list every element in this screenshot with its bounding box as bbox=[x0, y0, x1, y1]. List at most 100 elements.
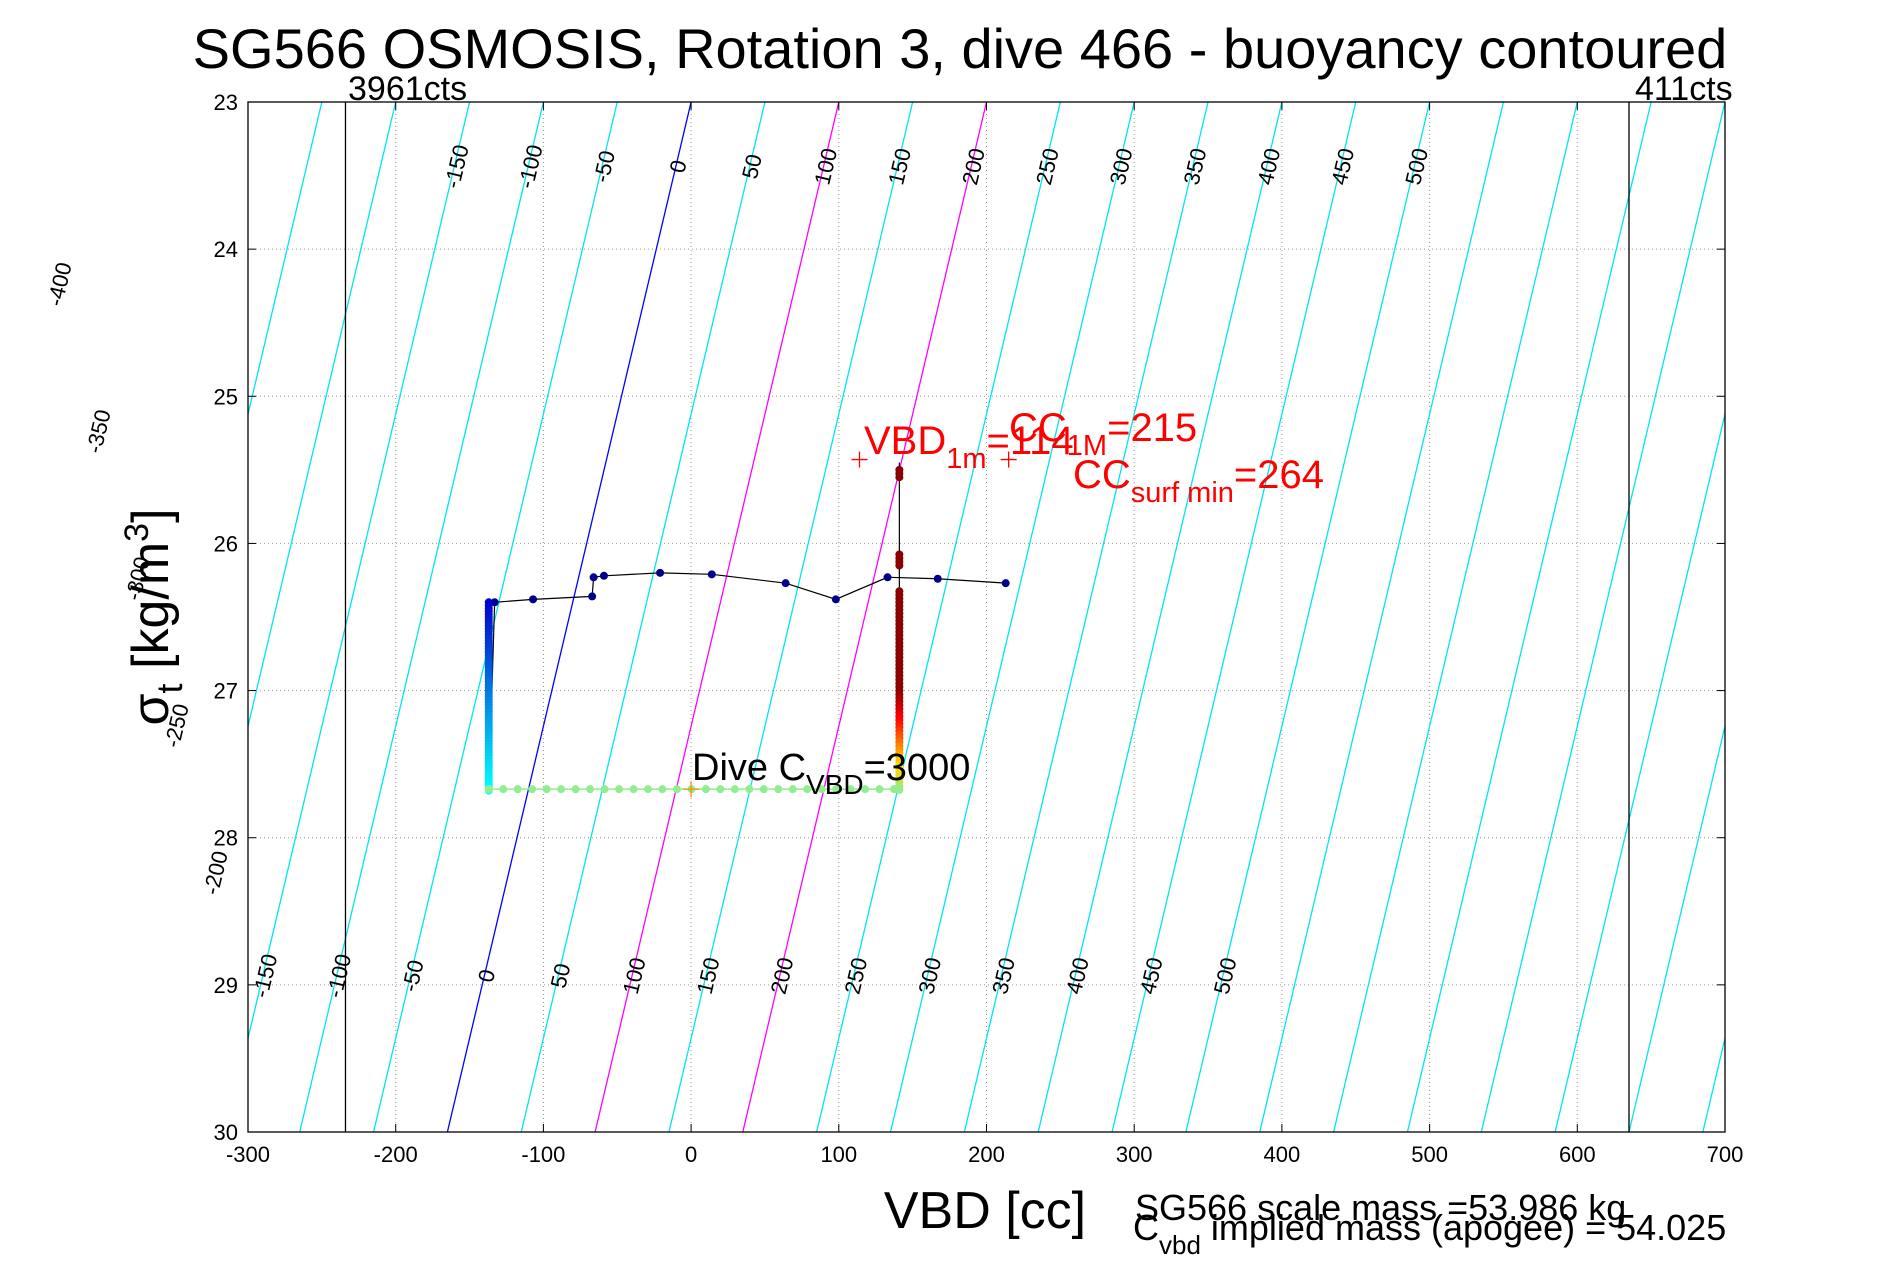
contour-label: 50 bbox=[546, 961, 576, 991]
bottom-point bbox=[629, 785, 638, 794]
contour-label: 250 bbox=[1031, 146, 1064, 187]
x-tick-label: -100 bbox=[521, 1142, 565, 1167]
contour-line bbox=[1185, 102, 1431, 1132]
depth-point bbox=[895, 473, 904, 482]
contour-line bbox=[742, 102, 988, 1132]
x-tick-label: 100 bbox=[820, 1142, 857, 1167]
vbd-max-counts-label: 411cts bbox=[1635, 70, 1733, 108]
contour-line bbox=[0, 102, 100, 1132]
dive-point bbox=[599, 571, 608, 580]
vbd-min-counts-label: 3961cts bbox=[348, 70, 467, 108]
contour-label: -100 bbox=[322, 951, 356, 1000]
buoyancy-contours bbox=[0, 102, 1891, 1132]
dive-point bbox=[529, 595, 538, 604]
contour-line bbox=[1628, 723, 1725, 1132]
bottom-point bbox=[788, 785, 797, 794]
contour-line bbox=[0, 102, 26, 1132]
contour-label: 450 bbox=[1326, 146, 1359, 187]
contour-label: 350 bbox=[987, 955, 1020, 996]
annotation-cc-1m: CC1M=215 bbox=[1009, 406, 1197, 462]
contour-line bbox=[668, 102, 914, 1132]
cc-1m-sub: 1M bbox=[1067, 430, 1107, 462]
scale-mass-text: SG566 scale mass =53.986 kg bbox=[1135, 1187, 1626, 1228]
y-axis-label: σt [kg/m3] bbox=[118, 508, 190, 725]
contour-line bbox=[1851, 102, 1891, 1132]
bottom-point bbox=[542, 785, 551, 794]
contour-line bbox=[372, 102, 618, 1132]
x-tick-label: -200 bbox=[374, 1142, 418, 1167]
dive-c-vbd-sub: VBD bbox=[806, 769, 864, 800]
contour-line bbox=[520, 102, 766, 1132]
y-label-sup: 3 bbox=[118, 523, 156, 542]
x-tick-label: -300 bbox=[226, 1142, 270, 1167]
vbd-limit-lines bbox=[344, 102, 1630, 1132]
y-tick-label: 23 bbox=[214, 90, 238, 115]
vbd-1m-value: =114 bbox=[987, 419, 1074, 463]
y-tick-label: 25 bbox=[214, 384, 238, 409]
bottom-point bbox=[745, 785, 754, 794]
contour-label: 0 bbox=[665, 158, 692, 176]
x-tick-label: 500 bbox=[1411, 1142, 1448, 1167]
vbd-1m-sub: 1m bbox=[946, 443, 986, 475]
contour-label: 300 bbox=[1105, 146, 1138, 187]
contour-label: 500 bbox=[1400, 146, 1433, 187]
contour-line bbox=[1480, 102, 1725, 1132]
svg-text:Dive CVBD=3000: Dive CVBD=3000 bbox=[692, 747, 970, 800]
contour-label: 450 bbox=[1135, 955, 1168, 996]
bottom-point bbox=[513, 785, 522, 794]
bottom-point bbox=[832, 785, 841, 794]
svg-text:VBD1m=114: VBD1m=114 bbox=[864, 419, 1074, 475]
contour-label: 100 bbox=[809, 146, 842, 187]
bottom-point bbox=[658, 785, 667, 794]
bottom-point bbox=[643, 785, 652, 794]
dive-point bbox=[781, 579, 790, 588]
bottom-point bbox=[803, 785, 812, 794]
cc-surf-min-value: =264 bbox=[1234, 453, 1324, 497]
contour-label: 100 bbox=[618, 955, 651, 996]
x-axis-label: VBD [cc] bbox=[884, 1182, 1086, 1240]
svg-text:CC1M=215: CC1M=215 bbox=[1009, 406, 1197, 462]
dive-point bbox=[1001, 579, 1010, 588]
contour-label: 150 bbox=[883, 146, 916, 187]
annotation-dive-c-vbd: Dive CVBD=3000 bbox=[692, 747, 970, 800]
y-tick-label: 28 bbox=[214, 826, 238, 851]
bottom-point bbox=[499, 785, 508, 794]
contour-line bbox=[1332, 102, 1578, 1132]
contour-label: -200 bbox=[198, 848, 232, 897]
cc-surf-min-text: CC bbox=[1073, 453, 1131, 497]
contour-line bbox=[1259, 102, 1505, 1132]
contour-label: 400 bbox=[1061, 955, 1094, 996]
x-tick-label: 200 bbox=[968, 1142, 1005, 1167]
dive-point bbox=[933, 574, 942, 583]
bottom-point bbox=[875, 785, 884, 794]
cc-surf-min-sub: surf min bbox=[1131, 477, 1234, 509]
contour-line bbox=[963, 102, 1209, 1132]
bottom-point bbox=[846, 785, 855, 794]
y-tick-label: 26 bbox=[214, 531, 238, 556]
bottom-point bbox=[774, 785, 783, 794]
contour-line bbox=[594, 102, 840, 1132]
bottom-point bbox=[672, 785, 681, 794]
y-label-sigma: σ bbox=[122, 693, 180, 725]
y-tick-label: 30 bbox=[214, 1120, 238, 1145]
y-tick-label: 24 bbox=[214, 237, 238, 262]
bottom-point bbox=[759, 785, 768, 794]
x-tick-label: 400 bbox=[1264, 1142, 1301, 1167]
axis-ticks: -300 -200 -100 0 100 200 300 400 500 600 700232425… bbox=[214, 90, 1744, 1167]
cc-1m-text: CC bbox=[1009, 406, 1067, 450]
contour-line bbox=[1777, 102, 1891, 1132]
dive-c-vbd-value: =3000 bbox=[864, 747, 971, 789]
svg-text:CCsurf min=264: CCsurf min=264 bbox=[1073, 453, 1324, 509]
contour-label: -400 bbox=[42, 260, 76, 309]
depth-point bbox=[895, 561, 904, 570]
contour-line bbox=[248, 102, 471, 1042]
bottom-point bbox=[615, 785, 624, 794]
y-label-unit-end: ] bbox=[122, 508, 180, 522]
contour-label: -100 bbox=[513, 142, 547, 191]
grid bbox=[248, 102, 1725, 1132]
contour-line bbox=[816, 102, 1061, 1132]
annotation-markers bbox=[683, 451, 1017, 798]
bottom-point bbox=[600, 785, 609, 794]
contour-line bbox=[446, 102, 692, 1132]
contour-line bbox=[248, 102, 323, 417]
